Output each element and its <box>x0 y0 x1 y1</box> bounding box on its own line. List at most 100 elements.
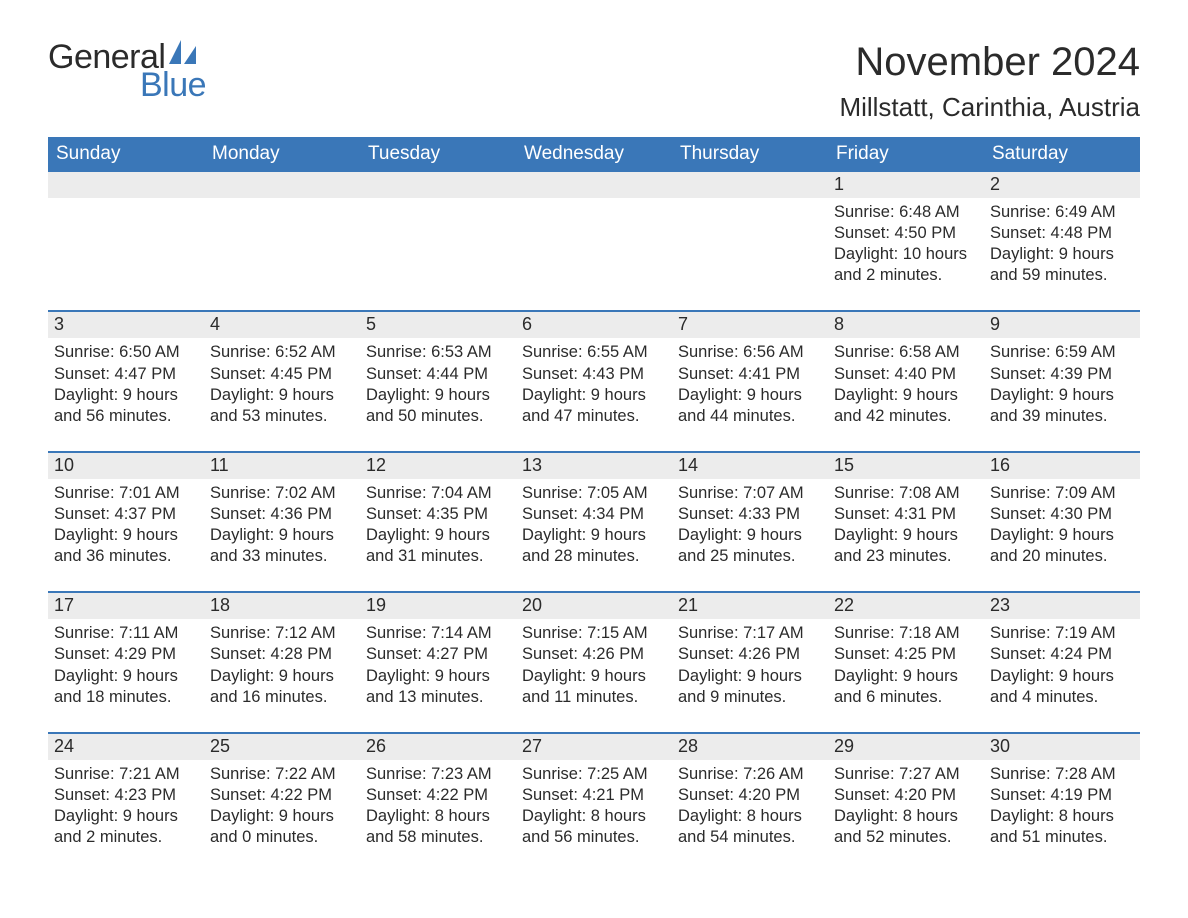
week-row: 17Sunrise: 7:11 AMSunset: 4:29 PMDayligh… <box>48 591 1140 731</box>
daylight-text: Daylight: 9 hours and 9 minutes. <box>678 666 822 708</box>
day-number: 22 <box>828 593 984 619</box>
day-body: Sunrise: 7:08 AMSunset: 4:31 PMDaylight:… <box>828 479 984 567</box>
day-cell: 8Sunrise: 6:58 AMSunset: 4:40 PMDaylight… <box>828 312 984 426</box>
day-body: Sunrise: 6:48 AMSunset: 4:50 PMDaylight:… <box>828 198 984 286</box>
sunset-text: Sunset: 4:43 PM <box>522 364 666 385</box>
day-cell: 20Sunrise: 7:15 AMSunset: 4:26 PMDayligh… <box>516 593 672 707</box>
day-number: 17 <box>48 593 204 619</box>
day-number: 29 <box>828 734 984 760</box>
day-cell: 24Sunrise: 7:21 AMSunset: 4:23 PMDayligh… <box>48 734 204 848</box>
sunrise-text: Sunrise: 7:19 AM <box>990 623 1134 644</box>
day-cell: 11Sunrise: 7:02 AMSunset: 4:36 PMDayligh… <box>204 453 360 567</box>
day-body: Sunrise: 7:14 AMSunset: 4:27 PMDaylight:… <box>360 619 516 707</box>
sunrise-text: Sunrise: 7:02 AM <box>210 483 354 504</box>
day-body: Sunrise: 7:22 AMSunset: 4:22 PMDaylight:… <box>204 760 360 848</box>
sunset-text: Sunset: 4:40 PM <box>834 364 978 385</box>
day-cell: 16Sunrise: 7:09 AMSunset: 4:30 PMDayligh… <box>984 453 1140 567</box>
day-body: Sunrise: 7:04 AMSunset: 4:35 PMDaylight:… <box>360 479 516 567</box>
day-empty <box>360 172 516 286</box>
day-body: Sunrise: 6:49 AMSunset: 4:48 PMDaylight:… <box>984 198 1140 286</box>
sunset-text: Sunset: 4:34 PM <box>522 504 666 525</box>
daylight-text: Daylight: 8 hours and 56 minutes. <box>522 806 666 848</box>
sunrise-text: Sunrise: 7:18 AM <box>834 623 978 644</box>
daylight-text: Daylight: 9 hours and 16 minutes. <box>210 666 354 708</box>
logo-word2: Blue <box>140 68 206 102</box>
day-body: Sunrise: 7:09 AMSunset: 4:30 PMDaylight:… <box>984 479 1140 567</box>
day-cell: 3Sunrise: 6:50 AMSunset: 4:47 PMDaylight… <box>48 312 204 426</box>
day-cell: 29Sunrise: 7:27 AMSunset: 4:20 PMDayligh… <box>828 734 984 848</box>
sunset-text: Sunset: 4:20 PM <box>678 785 822 806</box>
day-cell: 5Sunrise: 6:53 AMSunset: 4:44 PMDaylight… <box>360 312 516 426</box>
weekday-wednesday: Wednesday <box>516 137 672 172</box>
day-cell: 7Sunrise: 6:56 AMSunset: 4:41 PMDaylight… <box>672 312 828 426</box>
daylight-text: Daylight: 9 hours and 0 minutes. <box>210 806 354 848</box>
day-cell: 6Sunrise: 6:55 AMSunset: 4:43 PMDaylight… <box>516 312 672 426</box>
weekday-thursday: Thursday <box>672 137 828 172</box>
week-row: 24Sunrise: 7:21 AMSunset: 4:23 PMDayligh… <box>48 732 1140 872</box>
sunrise-text: Sunrise: 7:08 AM <box>834 483 978 504</box>
sunset-text: Sunset: 4:31 PM <box>834 504 978 525</box>
day-number: 14 <box>672 453 828 479</box>
sunrise-text: Sunrise: 7:22 AM <box>210 764 354 785</box>
day-number: 21 <box>672 593 828 619</box>
sunset-text: Sunset: 4:19 PM <box>990 785 1134 806</box>
day-number: 18 <box>204 593 360 619</box>
daylight-text: Daylight: 9 hours and 44 minutes. <box>678 385 822 427</box>
sunset-text: Sunset: 4:47 PM <box>54 364 198 385</box>
sunrise-text: Sunrise: 7:15 AM <box>522 623 666 644</box>
day-body: Sunrise: 7:28 AMSunset: 4:19 PMDaylight:… <box>984 760 1140 848</box>
sunset-text: Sunset: 4:22 PM <box>210 785 354 806</box>
logo: General Blue <box>48 40 206 102</box>
day-cell: 12Sunrise: 7:04 AMSunset: 4:35 PMDayligh… <box>360 453 516 567</box>
day-cell: 22Sunrise: 7:18 AMSunset: 4:25 PMDayligh… <box>828 593 984 707</box>
logo-sail-icon <box>169 40 199 68</box>
day-body: Sunrise: 6:52 AMSunset: 4:45 PMDaylight:… <box>204 338 360 426</box>
day-body: Sunrise: 7:05 AMSunset: 4:34 PMDaylight:… <box>516 479 672 567</box>
daylight-text: Daylight: 9 hours and 50 minutes. <box>366 385 510 427</box>
day-number: 26 <box>360 734 516 760</box>
sunset-text: Sunset: 4:24 PM <box>990 644 1134 665</box>
sunset-text: Sunset: 4:39 PM <box>990 364 1134 385</box>
day-cell: 2Sunrise: 6:49 AMSunset: 4:48 PMDaylight… <box>984 172 1140 286</box>
day-number: 1 <box>828 172 984 198</box>
sunset-text: Sunset: 4:23 PM <box>54 785 198 806</box>
day-body: Sunrise: 7:25 AMSunset: 4:21 PMDaylight:… <box>516 760 672 848</box>
day-body: Sunrise: 7:01 AMSunset: 4:37 PMDaylight:… <box>48 479 204 567</box>
day-cell: 14Sunrise: 7:07 AMSunset: 4:33 PMDayligh… <box>672 453 828 567</box>
daylight-text: Daylight: 9 hours and 18 minutes. <box>54 666 198 708</box>
daylight-text: Daylight: 9 hours and 20 minutes. <box>990 525 1134 567</box>
sunset-text: Sunset: 4:36 PM <box>210 504 354 525</box>
sunrise-text: Sunrise: 7:14 AM <box>366 623 510 644</box>
day-number: 25 <box>204 734 360 760</box>
sunrise-text: Sunrise: 7:11 AM <box>54 623 198 644</box>
sunset-text: Sunset: 4:33 PM <box>678 504 822 525</box>
day-body: Sunrise: 7:18 AMSunset: 4:25 PMDaylight:… <box>828 619 984 707</box>
day-cell: 17Sunrise: 7:11 AMSunset: 4:29 PMDayligh… <box>48 593 204 707</box>
day-number: 2 <box>984 172 1140 198</box>
day-cell: 27Sunrise: 7:25 AMSunset: 4:21 PMDayligh… <box>516 734 672 848</box>
daylight-text: Daylight: 9 hours and 59 minutes. <box>990 244 1134 286</box>
day-number <box>672 172 828 198</box>
location: Millstatt, Carinthia, Austria <box>839 92 1140 123</box>
sunset-text: Sunset: 4:35 PM <box>366 504 510 525</box>
sunset-text: Sunset: 4:26 PM <box>522 644 666 665</box>
day-number: 10 <box>48 453 204 479</box>
day-cell: 15Sunrise: 7:08 AMSunset: 4:31 PMDayligh… <box>828 453 984 567</box>
daylight-text: Daylight: 9 hours and 56 minutes. <box>54 385 198 427</box>
day-number: 8 <box>828 312 984 338</box>
day-number: 20 <box>516 593 672 619</box>
weekday-monday: Monday <box>204 137 360 172</box>
day-body: Sunrise: 7:21 AMSunset: 4:23 PMDaylight:… <box>48 760 204 848</box>
daylight-text: Daylight: 8 hours and 58 minutes. <box>366 806 510 848</box>
title-block: November 2024 Millstatt, Carinthia, Aust… <box>839 40 1140 123</box>
calendar: SundayMondayTuesdayWednesdayThursdayFrid… <box>48 137 1140 872</box>
sunset-text: Sunset: 4:37 PM <box>54 504 198 525</box>
daylight-text: Daylight: 9 hours and 39 minutes. <box>990 385 1134 427</box>
sunrise-text: Sunrise: 6:49 AM <box>990 202 1134 223</box>
sunrise-text: Sunrise: 6:50 AM <box>54 342 198 363</box>
sunrise-text: Sunrise: 7:27 AM <box>834 764 978 785</box>
day-number: 24 <box>48 734 204 760</box>
daylight-text: Daylight: 9 hours and 31 minutes. <box>366 525 510 567</box>
weekday-saturday: Saturday <box>984 137 1140 172</box>
sunrise-text: Sunrise: 6:48 AM <box>834 202 978 223</box>
